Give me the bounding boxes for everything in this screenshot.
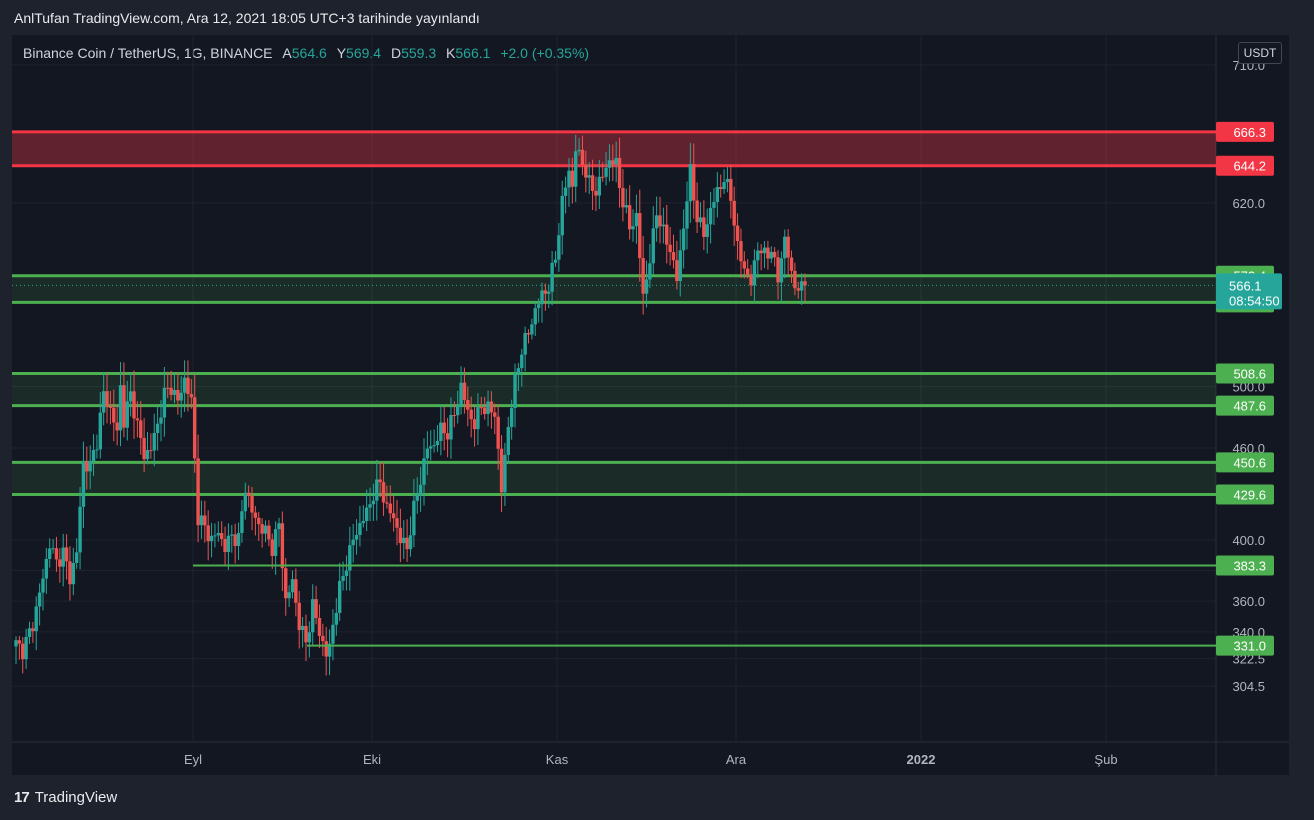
currency-button[interactable]: USDT <box>1238 42 1282 64</box>
tradingview-logo: 17 TradingView <box>14 789 117 806</box>
low-value: 559.3 <box>401 45 437 61</box>
high-label: Y <box>336 45 347 61</box>
close-value: 566.1 <box>455 45 491 61</box>
high-value: 569.4 <box>346 45 382 61</box>
chart-pane[interactable] <box>12 35 1289 775</box>
chart-legend: Binance Coin / TetherUS, 1G, BINANCE A56… <box>23 45 589 61</box>
close-label: K <box>446 45 456 61</box>
symbol-title: Binance Coin / TetherUS, 1G, BINANCE <box>23 45 273 61</box>
low-label: D <box>390 45 402 61</box>
open-label: A <box>282 45 292 61</box>
brand-name: TradingView <box>34 789 118 806</box>
publication-info: AnlTufan TradingView.com, Ara 12, 2021 1… <box>14 10 480 26</box>
tv-logo-icon: 17 <box>14 789 30 806</box>
open-value: 564.6 <box>291 45 327 61</box>
change-value: +2.0 (+0.35%) <box>500 45 590 61</box>
